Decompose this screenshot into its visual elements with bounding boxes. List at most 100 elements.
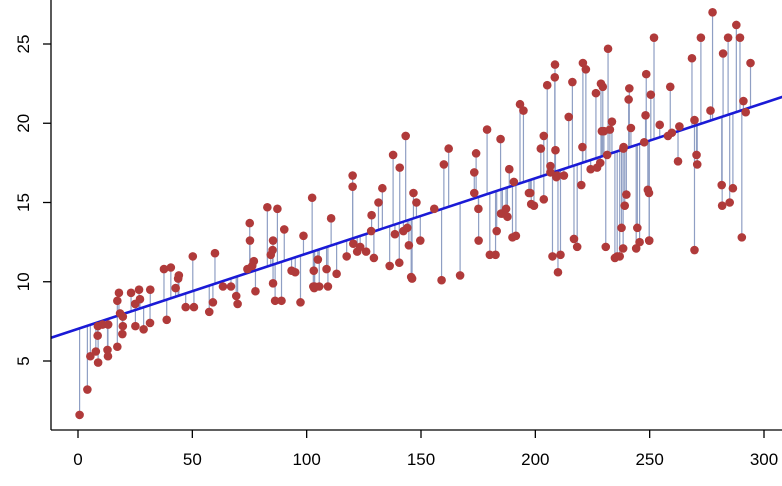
data-point [539,131,549,141]
data-point [103,351,113,361]
data-point [409,188,418,198]
data-point [641,69,651,79]
data-point [718,49,728,58]
y-tick-label: 25 [14,35,33,54]
data-point [569,234,579,244]
data-point [741,107,751,117]
data-point [103,345,112,355]
data-point [263,202,272,212]
data-point [332,269,341,279]
data-point [644,188,654,198]
data-point [369,253,379,263]
data-point [113,296,122,306]
data-point [568,77,577,87]
data-point [401,131,410,141]
data-point [598,82,608,92]
data-point [692,150,701,160]
data-point [309,266,319,275]
data-point [314,282,324,291]
x-tick-label: 150 [407,450,435,469]
data-point [218,282,228,291]
data-point [407,274,417,283]
data-point [577,180,586,190]
data-point [542,80,552,90]
data-point [739,96,748,106]
data-point [348,171,357,180]
data-point [402,223,412,233]
data-point [139,325,148,334]
data-point [114,288,124,298]
data-point [348,182,357,191]
data-point [204,307,214,317]
data-point [529,201,539,210]
data-point [469,188,479,198]
data-point [667,128,677,138]
data-point [367,210,376,220]
data-point [118,321,128,331]
data-point [696,33,706,42]
data-point [355,242,365,252]
data-point [603,44,613,54]
data-point [166,263,176,272]
data-point [251,286,260,296]
data-point [118,329,127,339]
data-point [536,144,546,153]
data-point [231,291,241,301]
data-point [366,226,376,236]
data-point [553,267,563,277]
y-tick-label: 10 [14,272,33,291]
data-point [268,245,277,255]
data-point [665,82,675,92]
data-point [322,264,331,274]
data-point [388,150,398,160]
y-tick-label: 5 [14,356,33,365]
data-point [313,255,323,264]
data-point [618,244,628,253]
data-point [75,410,84,420]
data-point [416,236,425,245]
data-point [546,161,555,171]
data-point [509,177,519,187]
data-point [675,122,684,131]
data-point [548,252,557,261]
data-point [342,252,351,261]
data-point [626,123,636,133]
data-point [378,183,387,193]
data-point [307,193,317,203]
data-point [641,111,650,120]
data-point [394,258,404,268]
data-point [501,204,511,214]
data-point [723,33,733,42]
data-point [737,233,747,242]
data-point [210,248,220,258]
y-tick-label: 20 [14,114,33,133]
data-point [581,65,591,74]
data-point [619,142,628,152]
data-point [474,236,483,245]
data-point [159,264,169,274]
data-point [181,302,190,312]
data-point [188,252,198,261]
data-point [732,20,741,30]
data-point [492,226,501,236]
data-point [374,198,383,207]
data-point [622,190,631,199]
data-point [491,250,500,260]
data-point [692,160,702,169]
data-point [326,214,336,223]
data-point [633,223,642,233]
data-point [690,245,699,255]
data-point [134,285,144,294]
data-point [290,267,300,277]
data-point [270,296,280,306]
data-point [296,298,305,307]
data-point [455,271,465,280]
data-point [617,223,626,233]
data-point [591,88,601,98]
data-point [412,198,421,207]
x-tick-label: 0 [73,450,82,469]
data-point [482,125,492,134]
data-point [93,331,102,340]
data-point [273,204,282,214]
